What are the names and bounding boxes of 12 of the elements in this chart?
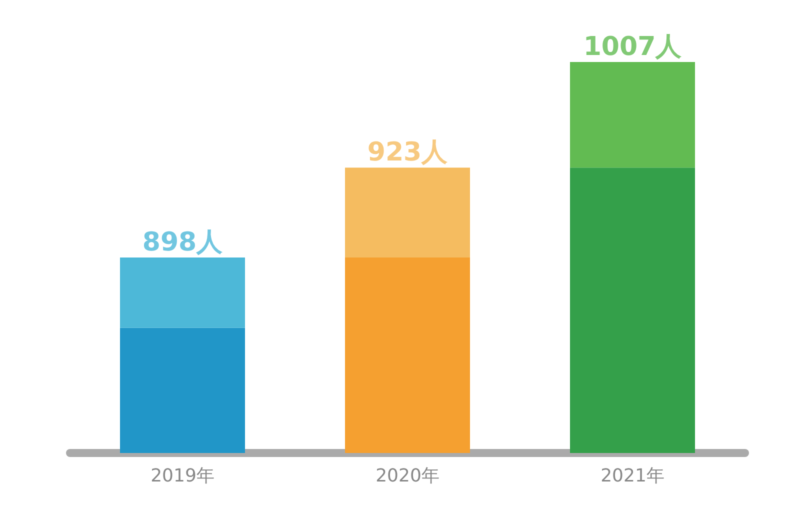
- bar: [120, 328, 245, 453]
- annotation: 923人: [367, 138, 449, 168]
- x-tick-label: 2021年: [600, 466, 664, 486]
- bar: [345, 258, 470, 453]
- x-tick-label: 2019年: [150, 466, 214, 486]
- annotation: 1007人: [583, 32, 683, 62]
- annotation: 898人: [142, 228, 224, 258]
- bar: [570, 62, 695, 168]
- bar: [570, 168, 695, 453]
- bar: [120, 258, 245, 328]
- x-tick-label: 2020年: [376, 466, 440, 486]
- bar: [345, 168, 470, 258]
